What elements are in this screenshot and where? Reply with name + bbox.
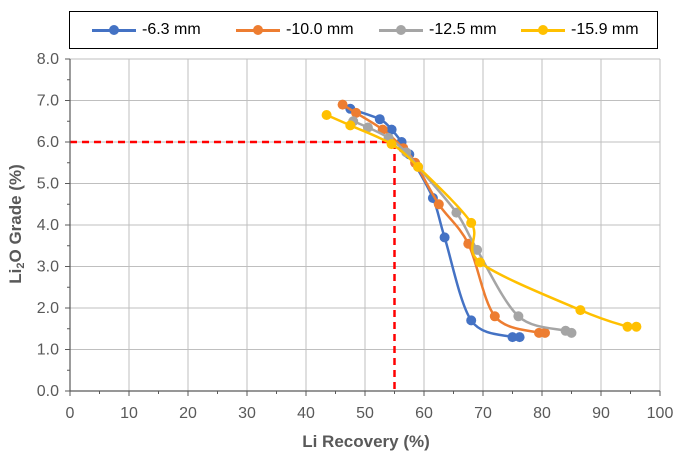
data-point (362, 122, 373, 133)
data-point (386, 124, 397, 135)
axes (65, 58, 661, 396)
y-axis-title-subscript: 2 (15, 263, 27, 269)
x-tick-label: 90 (592, 405, 610, 422)
legend-label: -10.0 mm (286, 21, 354, 38)
x-tick-label: 50 (356, 405, 374, 422)
data-point (575, 305, 586, 316)
data-point (466, 315, 477, 326)
y-tick-label: 2.0 (37, 300, 59, 317)
x-tick-label: 30 (238, 405, 256, 422)
data-point (386, 139, 397, 150)
legend-marker (109, 25, 119, 35)
x-tick-label: 60 (415, 405, 433, 422)
legend-label: -12.5 mm (429, 21, 497, 38)
data-point (321, 110, 332, 120)
y-axis-title-part: O Grade (%) (6, 164, 25, 262)
y-tick-label: 4.0 (37, 217, 59, 234)
legend-item-12-5mm: -12.5 mm (379, 12, 497, 48)
data-point (463, 238, 474, 249)
y-tick-label: 7.0 (37, 93, 59, 110)
legend-marker (253, 25, 263, 35)
x-tick-label: 0 (66, 405, 75, 422)
data-point (401, 147, 412, 158)
series-159mm-mm (321, 110, 642, 332)
x-tick-label: 40 (297, 405, 315, 422)
legend-swatch-12-5mm (379, 22, 423, 38)
y-tick-label: 5.0 (37, 176, 59, 193)
data-point (513, 311, 524, 322)
data-point (507, 332, 518, 343)
legend-swatch-6-3mm (92, 22, 136, 38)
legend-item-6-3mm: -6.3 mm (92, 12, 201, 48)
legend-marker (396, 25, 406, 35)
data-point (566, 327, 577, 338)
data-point (631, 321, 642, 332)
series-125mm-mm (348, 116, 577, 338)
legend: -6.3 mm -10.0 mm -12.5 mm -15.9 mm (69, 11, 658, 49)
data-point (475, 257, 485, 268)
data-point (472, 244, 483, 255)
series-line (352, 120, 573, 335)
y-tick-label: 6.0 (37, 134, 59, 151)
data-point (514, 332, 525, 343)
legend-marker (538, 25, 548, 35)
x-tick-label: 10 (120, 405, 138, 422)
x-axis-title: Li Recovery (%) (302, 432, 430, 451)
y-tick-label: 3.0 (37, 259, 59, 276)
x-tick-label: 80 (533, 405, 551, 422)
gridlines (69, 58, 661, 392)
y-tick-label: 0.0 (37, 383, 59, 400)
y-tick-label: 8.0 (37, 51, 59, 68)
data-point (433, 199, 444, 210)
tick-labels: 0 10 20 30 40 50 60 70 80 90 100 0.0 1.0 2.0 3.0 4.0 5.0… (37, 51, 674, 422)
x-tick-label: 70 (474, 405, 492, 422)
data-point (489, 311, 500, 322)
legend-item-10-0mm: -10.0 mm (236, 12, 354, 48)
red-dashed-guides (70, 140, 396, 391)
legend-label: -15.9 mm (571, 21, 639, 38)
x-tick-label: 100 (647, 405, 674, 422)
data-point (622, 321, 633, 332)
data-point (374, 114, 385, 125)
data-point (413, 161, 424, 172)
y-tick-label: 1.0 (37, 342, 59, 359)
legend-label: -6.3 mm (142, 21, 201, 38)
series-group (321, 99, 642, 343)
data-point (451, 207, 462, 218)
data-point (439, 232, 450, 243)
data-point (540, 327, 550, 338)
data-point (337, 99, 348, 110)
legend-swatch-15-9mm (521, 22, 565, 38)
x-tick-label: 20 (179, 405, 197, 422)
y-axis-title-part: Li (6, 269, 25, 284)
data-point (466, 217, 477, 228)
legend-item-15-9mm: -15.9 mm (521, 12, 639, 48)
series-100mm-mm (337, 99, 550, 338)
series-line (341, 103, 547, 336)
series-63mm-mm (345, 103, 525, 343)
data-point (351, 107, 362, 118)
legend-swatch-10-0mm (236, 22, 280, 38)
data-point (345, 120, 356, 131)
y-axis-title: Li2O Grade (%) (6, 164, 27, 283)
series-line (326, 113, 637, 330)
